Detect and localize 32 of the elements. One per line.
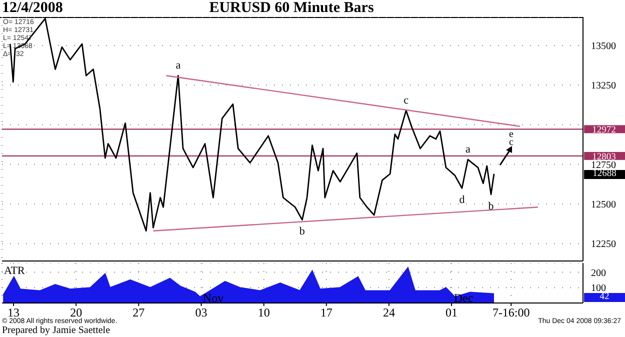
- text: 42: [584, 292, 625, 302]
- annotation: b: [299, 226, 306, 238]
- y-tick-label: 12500: [591, 200, 616, 211]
- ref-line-label: 12803: [592, 152, 616, 162]
- annotation: Nov: [202, 291, 224, 305]
- text: 12/4/2008: [2, 0, 63, 17]
- x-tick-label: 03: [195, 306, 208, 320]
- annotation: c: [509, 137, 514, 148]
- x-tick-label: 27: [132, 306, 145, 320]
- x-tick-label: 17: [320, 306, 332, 320]
- y-tick-label: 13250: [591, 80, 616, 92]
- text: 12688: [584, 169, 625, 179]
- annotation: a: [176, 60, 181, 72]
- ref-line-label: 12972: [592, 126, 616, 136]
- y-tick-label: 12250: [591, 239, 616, 250]
- annotation: a: [465, 144, 470, 156]
- annotation: e: [509, 129, 514, 140]
- x-tick-label: 01: [446, 306, 458, 320]
- y-tick-label: 13500: [591, 41, 616, 52]
- annotation: Dec: [454, 291, 474, 305]
- y-tick-label: 200: [591, 268, 606, 279]
- y-tick-label: 100: [591, 283, 606, 294]
- chart-title: EURUSD 60 Minute Bars: [209, 0, 374, 16]
- x-tick-label: 10: [258, 306, 270, 320]
- chart-title: ATR: [4, 265, 25, 277]
- text: Prepared by Jamie Saettele: [2, 325, 110, 336]
- x-tick-label: 24: [382, 306, 395, 320]
- x-tick-label: 7-16:00: [492, 306, 530, 320]
- annotation: c: [404, 94, 409, 106]
- annotation: d: [459, 194, 466, 206]
- y-tick-label: 12750: [591, 160, 616, 171]
- annotation: b: [488, 200, 494, 212]
